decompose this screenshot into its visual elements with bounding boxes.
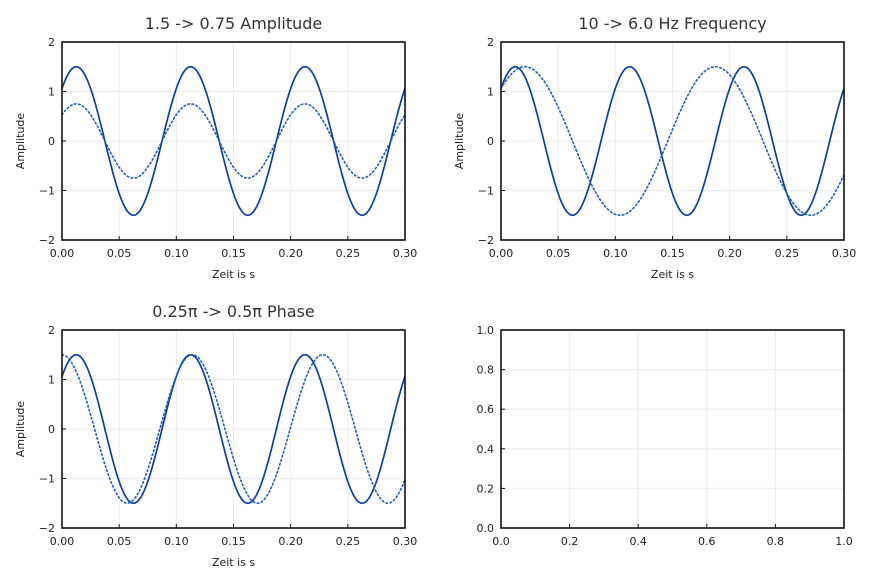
y-tick-label: 0 (487, 135, 494, 148)
subplot-3: 0.00 0.05 0.10 0.15 0.20 0.25 0.30 −2 −1 0 1 2 0.25π… (14, 302, 417, 569)
y-tick-label: 0.4 (477, 443, 495, 456)
y-tick-label: 0 (48, 135, 55, 148)
x-tick-label: 0.05 (107, 535, 132, 548)
x-tick-label: 0.05 (107, 247, 132, 260)
x-tick-label: 0.15 (221, 247, 246, 260)
x-tick-label: 0.10 (603, 247, 628, 260)
y-tick-label: −2 (39, 234, 55, 247)
y-tick-label: 0 (48, 423, 55, 436)
x-tick-label: 0.4 (629, 535, 647, 548)
y-tick-label: 1 (48, 374, 55, 387)
subplot-title: 1.5 -> 0.75 Amplitude (145, 14, 323, 33)
x-tick-label: 0.20 (278, 535, 303, 548)
series-line-1 (62, 65, 405, 217)
subplot-2: 0.00 0.05 0.10 0.15 0.20 0.25 0.30 −2 −1 0 1 2 10 ->… (453, 14, 856, 281)
x-tick-label: 0.8 (767, 535, 785, 548)
y-tick-label: 1 (487, 86, 494, 99)
x-tick-label: 0.00 (50, 535, 75, 548)
x-tick-label: 0.30 (393, 247, 418, 260)
y-tick-label: 0.6 (477, 403, 495, 416)
subplot-title: 10 -> 6.0 Hz Frequency (578, 14, 766, 33)
plot-frame (500, 329, 845, 529)
y-tick-label: 2 (48, 324, 55, 337)
x-tick-label: 0.25 (775, 247, 800, 260)
x-tick-label: 1.0 (835, 535, 853, 548)
x-tick-label: 0.20 (278, 247, 303, 260)
y-tick-label: 1 (48, 86, 55, 99)
y-axis-label: Amplitude (453, 113, 466, 170)
x-tick-label: 0.05 (546, 247, 571, 260)
x-tick-label: 0.20 (717, 247, 742, 260)
x-tick-label: 0.10 (164, 247, 189, 260)
y-tick-label: 0.8 (477, 364, 495, 377)
x-axis-label: Zeit is s (651, 268, 694, 281)
x-tick-label: 0.00 (50, 247, 75, 260)
y-tick-label: −1 (39, 185, 55, 198)
x-axis-label: Zeit is s (212, 268, 255, 281)
x-tick-label: 0.6 (698, 535, 716, 548)
x-tick-label: 0.15 (660, 247, 685, 260)
x-axis-label: Zeit is s (212, 556, 255, 569)
x-tick-label: 0.25 (336, 535, 361, 548)
subplot-title: 0.25π -> 0.5π Phase (152, 302, 315, 321)
y-tick-label: 1.0 (477, 324, 495, 337)
x-tick-label: 0.30 (393, 535, 418, 548)
subplot-1: 0.00 0.05 0.10 0.15 0.20 0.25 0.30 −2 −1 0 1 2 1.5 -… (14, 14, 417, 281)
x-tick-label: 0.15 (221, 535, 246, 548)
series-line-2 (62, 103, 405, 179)
series-line-1 (62, 353, 405, 505)
y-tick-label: 0.0 (477, 522, 495, 535)
y-tick-label: −1 (39, 473, 55, 486)
y-tick-label: −2 (478, 234, 494, 247)
y-tick-label: 2 (48, 36, 55, 49)
y-tick-label: 2 (487, 36, 494, 49)
y-axis-label: Amplitude (14, 401, 27, 458)
series-line-2 (501, 65, 844, 217)
x-tick-label: 0.2 (561, 535, 579, 548)
x-tick-label: 0.0 (492, 535, 510, 548)
x-tick-label: 0.30 (832, 247, 857, 260)
x-tick-label: 0.10 (164, 535, 189, 548)
y-tick-label: 0.2 (477, 482, 495, 495)
series-line-2 (62, 353, 405, 505)
x-tick-label: 0.25 (336, 247, 361, 260)
y-tick-label: −2 (39, 522, 55, 535)
subplot-4: 0.0 0.2 0.4 0.6 0.8 1.0 0.0 0.2 0.4 0.6 0.8 1.0 (477, 324, 853, 548)
y-axis-label: Amplitude (14, 113, 27, 170)
x-tick-label: 0.00 (489, 247, 514, 260)
y-tick-label: −1 (478, 185, 494, 198)
